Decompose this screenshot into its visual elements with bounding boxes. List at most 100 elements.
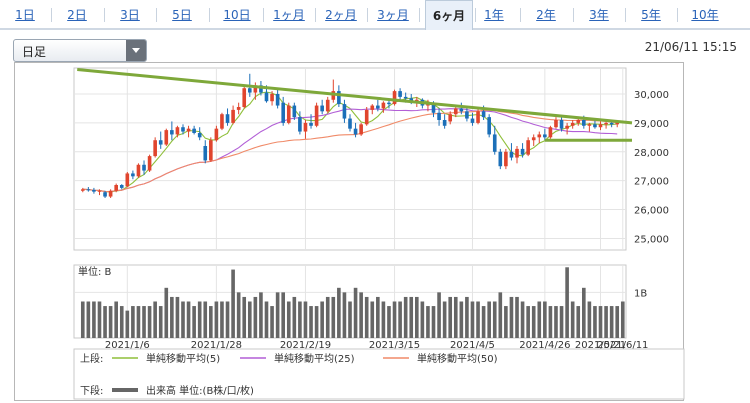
volume-bar xyxy=(170,296,174,338)
volume-bar xyxy=(598,306,603,338)
candle-body xyxy=(554,120,558,128)
volume-bar xyxy=(364,296,369,338)
volume-bar xyxy=(192,306,196,338)
volume-bar xyxy=(136,306,141,338)
tab-separator xyxy=(103,8,105,22)
volume-bar xyxy=(286,301,291,338)
volume-bar xyxy=(153,301,157,338)
volume-bar xyxy=(520,301,525,338)
volume-bar xyxy=(398,301,402,338)
volume-bar xyxy=(548,306,553,338)
x-tick-label: 2021/1/28 xyxy=(191,340,242,351)
price-tick-label: 27,000 xyxy=(634,177,669,188)
tab-separator xyxy=(315,8,316,22)
candle-body xyxy=(442,120,447,126)
volume-bar xyxy=(509,296,514,338)
candle-body xyxy=(242,88,247,107)
legend-entry-volume: 出来高 単位:(B株/口/枚) xyxy=(146,384,254,397)
candle-body xyxy=(225,114,230,123)
candle-body xyxy=(264,92,269,102)
volume-unit-label: 単位: B xyxy=(78,265,112,278)
tab-period-1[interactable]: 2日 xyxy=(67,8,87,22)
volume-bar xyxy=(420,301,425,338)
candle-body xyxy=(175,127,180,135)
tab-period-12[interactable]: 5年 xyxy=(641,8,661,22)
volume-bar xyxy=(103,306,107,338)
tab-period-8[interactable]: 6ヶ月 xyxy=(425,0,473,30)
candle-body xyxy=(231,109,235,123)
tab-period-3[interactable]: 5日 xyxy=(172,8,192,22)
volume-bar xyxy=(543,301,547,338)
tab-period-2[interactable]: 3日 xyxy=(120,8,140,22)
candle-body xyxy=(125,173,130,187)
candle-body xyxy=(381,102,386,109)
volume-bar xyxy=(125,310,130,338)
volume-bar xyxy=(242,296,247,338)
volume-bar xyxy=(320,301,324,338)
candle-body xyxy=(220,114,224,129)
candle-body xyxy=(164,130,169,145)
volume-bar xyxy=(298,301,302,338)
candle-body xyxy=(314,105,319,126)
volume-bar xyxy=(80,301,85,338)
volume-bar xyxy=(370,301,375,338)
volume-bar xyxy=(559,306,564,338)
candle-body xyxy=(153,140,157,157)
tab-period-6[interactable]: 2ヶ月 xyxy=(325,8,357,22)
volume-bar xyxy=(197,301,202,338)
x-tick-label: 2021/2/19 xyxy=(280,340,331,351)
interval-select[interactable]: 日足 xyxy=(13,39,147,62)
tab-period-11[interactable]: 3年 xyxy=(589,8,609,22)
candle-body xyxy=(387,102,391,105)
tab-period-10[interactable]: 2年 xyxy=(536,8,556,22)
volume-bar xyxy=(86,301,91,338)
candle-body xyxy=(598,124,603,128)
tab-period-9[interactable]: 1年 xyxy=(484,8,504,22)
candle-body xyxy=(103,192,107,197)
interval-select-value: 日足 xyxy=(22,45,47,59)
volume-bar xyxy=(459,301,464,338)
tab-separator xyxy=(418,8,420,22)
volume-bar xyxy=(348,301,352,338)
candle-body xyxy=(114,185,118,191)
legend-lower-label: 下段: xyxy=(80,384,103,397)
tab-period-0[interactable]: 1日 xyxy=(15,8,35,22)
candle-body xyxy=(181,127,185,132)
tab-period-5[interactable]: 1ヶ月 xyxy=(273,8,305,22)
candle-body xyxy=(604,122,608,125)
volume-bar xyxy=(209,306,213,338)
volume-bar xyxy=(119,306,124,338)
candle-body xyxy=(86,189,91,191)
candle-body xyxy=(298,117,302,132)
price-panel xyxy=(73,67,627,251)
tab-period-13[interactable]: 10年 xyxy=(691,8,719,22)
volume-bar xyxy=(409,296,414,338)
candle-body xyxy=(403,96,408,99)
tab-separator xyxy=(625,8,626,22)
candle-body xyxy=(270,94,274,102)
candle-body xyxy=(459,108,464,112)
volume-bar xyxy=(359,292,363,338)
tab-separator xyxy=(156,8,157,22)
volume-bar xyxy=(515,296,519,338)
tab-period-7[interactable]: 3ヶ月 xyxy=(377,8,409,22)
volume-bar xyxy=(270,306,274,338)
volume-bar xyxy=(225,301,230,338)
tab-separator xyxy=(51,8,52,22)
volume-bar xyxy=(92,301,96,338)
volume-bar xyxy=(142,306,146,338)
candle-body xyxy=(286,105,291,123)
candle-body xyxy=(593,124,597,128)
candle-body xyxy=(370,105,375,110)
candle-body xyxy=(609,122,614,125)
volume-bar xyxy=(259,292,263,338)
candle-body xyxy=(376,105,380,109)
candle-body xyxy=(158,140,163,145)
candle-body xyxy=(559,120,564,129)
candle-body xyxy=(203,146,208,161)
tab-period-4[interactable]: 10日 xyxy=(223,8,251,22)
tab-separator xyxy=(263,8,264,22)
candle-body xyxy=(353,128,358,135)
volume-bar xyxy=(582,287,586,338)
volume-bar xyxy=(214,301,219,338)
